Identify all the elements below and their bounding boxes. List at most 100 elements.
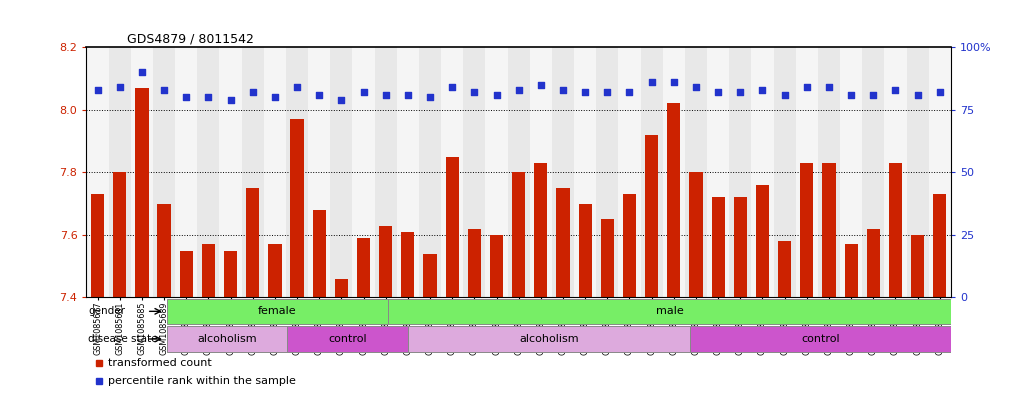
Bar [934, 194, 947, 298]
Bar [707, 47, 729, 298]
Bar [113, 172, 126, 298]
Bar [197, 47, 220, 298]
Point [644, 79, 660, 85]
Point [244, 89, 260, 95]
Point [687, 84, 704, 90]
Point [577, 89, 593, 95]
Bar [220, 47, 242, 298]
Bar [379, 226, 393, 298]
Bar [512, 172, 526, 298]
Bar [158, 204, 171, 298]
Bar [645, 135, 658, 298]
Bar [91, 194, 104, 298]
Point [156, 86, 172, 93]
Bar [175, 47, 197, 298]
Bar [464, 47, 485, 298]
Bar [641, 47, 663, 298]
Point [555, 86, 572, 93]
Bar [866, 229, 880, 298]
Point [89, 86, 106, 93]
Bar [397, 47, 419, 298]
Text: percentile rank within the sample: percentile rank within the sample [108, 376, 296, 386]
Bar [823, 163, 836, 298]
Bar [885, 47, 906, 298]
Bar [667, 103, 680, 298]
Point [533, 82, 549, 88]
Bar [911, 235, 924, 298]
Bar [131, 47, 153, 298]
Bar [906, 47, 929, 298]
Text: male: male [656, 306, 683, 316]
Point [798, 84, 815, 90]
Bar [242, 47, 263, 298]
Bar [752, 47, 774, 298]
Point [909, 92, 925, 98]
Point [732, 89, 749, 95]
Point [821, 84, 837, 90]
Bar [401, 232, 415, 298]
Bar [357, 238, 370, 298]
Bar [552, 47, 574, 298]
Bar [180, 251, 193, 298]
Point [334, 97, 350, 103]
Bar [441, 47, 464, 298]
Bar [135, 88, 148, 298]
Bar [729, 47, 752, 298]
Point [865, 92, 882, 98]
Text: transformed count: transformed count [108, 358, 212, 368]
Bar [618, 47, 641, 298]
Bar [153, 47, 175, 298]
Point [400, 92, 416, 98]
Bar [331, 47, 353, 298]
Bar [795, 47, 818, 298]
Bar [579, 204, 592, 298]
Point [266, 94, 283, 100]
Bar [929, 47, 951, 298]
Point [755, 86, 771, 93]
Text: female: female [258, 306, 297, 316]
Bar [889, 163, 902, 298]
Bar [774, 47, 795, 298]
Text: control: control [328, 334, 367, 344]
Bar [684, 47, 707, 298]
Point [377, 92, 394, 98]
Bar [818, 47, 840, 298]
Bar [423, 254, 436, 298]
Point [133, 69, 149, 75]
Point [777, 92, 793, 98]
Bar [288, 326, 408, 352]
Bar [712, 197, 725, 298]
Bar [733, 197, 746, 298]
Bar [690, 172, 703, 298]
Bar [840, 47, 862, 298]
Bar [445, 157, 459, 298]
Point [932, 89, 948, 95]
Bar [663, 47, 684, 298]
Bar [109, 47, 131, 298]
Point [710, 89, 726, 95]
Bar [530, 47, 552, 298]
Bar [263, 47, 286, 298]
Point [444, 84, 461, 90]
Point [488, 92, 504, 98]
Bar [86, 47, 109, 298]
Bar [201, 244, 215, 298]
Point [843, 92, 859, 98]
Bar [862, 47, 885, 298]
Text: gender: gender [88, 306, 125, 316]
Bar [167, 299, 388, 324]
Point [112, 84, 128, 90]
Bar [778, 241, 791, 298]
Bar [291, 119, 304, 298]
Bar [622, 194, 637, 298]
Bar [308, 47, 331, 298]
Point [223, 97, 239, 103]
Point [466, 89, 482, 95]
Bar [374, 47, 397, 298]
Point [621, 89, 638, 95]
Text: alcoholism: alcoholism [519, 334, 579, 344]
Bar [574, 47, 596, 298]
Bar [388, 299, 951, 324]
Bar [224, 251, 237, 298]
Point [311, 92, 327, 98]
